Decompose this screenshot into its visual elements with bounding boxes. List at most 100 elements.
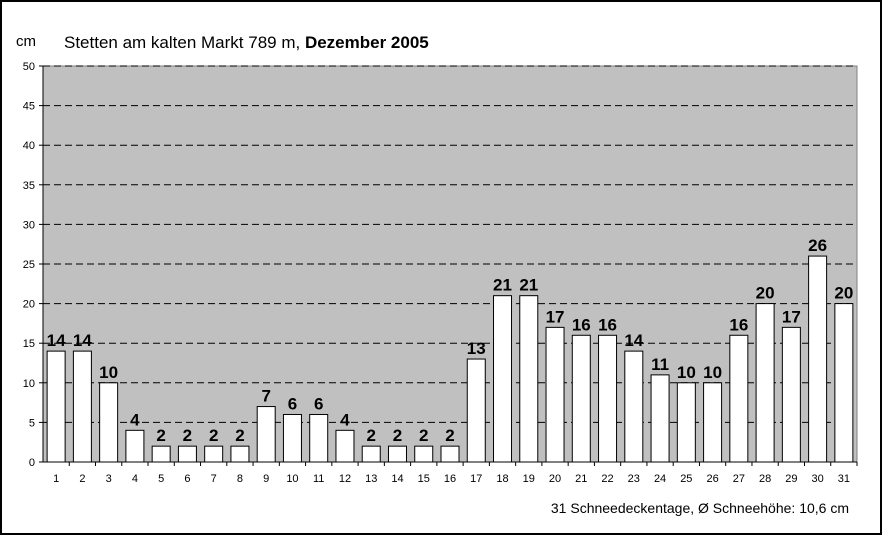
data-label: 6 (314, 394, 323, 413)
data-label: 2 (156, 426, 165, 445)
data-label: 7 (261, 387, 270, 406)
bar (72, 350, 92, 463)
y-tick-label: 5 (29, 417, 35, 429)
data-label: 17 (782, 307, 801, 326)
x-tick-label: 15 (418, 473, 430, 485)
x-tick-label: 17 (470, 473, 482, 485)
x-tick-label: 2 (79, 473, 85, 485)
data-label: 16 (572, 315, 591, 334)
x-tick-label: 30 (811, 473, 823, 485)
bar (466, 358, 486, 463)
x-tick-label: 26 (706, 473, 718, 485)
bar (440, 445, 460, 463)
data-label: 17 (546, 307, 565, 326)
y-tick-label: 30 (23, 219, 35, 231)
x-tick-label: 13 (365, 473, 377, 485)
data-label: 16 (729, 315, 748, 334)
y-tick-label: 15 (23, 338, 35, 350)
data-label: 4 (340, 410, 350, 429)
bar (387, 445, 407, 463)
data-label: 2 (419, 426, 428, 445)
data-label: 14 (624, 331, 643, 350)
y-tick-label: 40 (23, 140, 35, 152)
bar (256, 406, 276, 463)
data-label: 6 (288, 394, 297, 413)
bar (493, 295, 513, 463)
y-tick-label: 25 (23, 259, 35, 271)
x-tick-label: 9 (263, 473, 269, 485)
data-label: 10 (99, 363, 118, 382)
data-label: 2 (366, 426, 375, 445)
bar (624, 350, 644, 463)
y-tick-label: 20 (23, 299, 35, 311)
data-label: 14 (73, 331, 92, 350)
y-tick-label: 0 (29, 457, 35, 469)
bar (46, 350, 66, 463)
bar (545, 326, 565, 463)
x-tick-label: 24 (654, 473, 666, 485)
bar (335, 429, 355, 463)
bar (598, 334, 618, 463)
x-tick-label: 23 (628, 473, 640, 485)
data-label: 21 (519, 276, 538, 295)
x-tick-label: 31 (838, 473, 850, 485)
bar (519, 295, 539, 463)
bar (361, 445, 381, 463)
bar (650, 374, 670, 463)
x-tick-label: 28 (759, 473, 771, 485)
x-tick-label: 29 (785, 473, 797, 485)
data-label: 10 (677, 363, 696, 382)
x-tick-label: 5 (158, 473, 164, 485)
chart-footer: 31 Schneedeckentage, Ø Schneehöhe: 10,6 … (550, 500, 849, 516)
x-tick-label: 20 (549, 473, 561, 485)
bar (808, 255, 828, 463)
bar (230, 445, 250, 463)
x-tick-label: 8 (237, 473, 243, 485)
y-tick-label: 50 (23, 61, 35, 73)
x-tick-label: 19 (523, 473, 535, 485)
x-tick-label: 7 (211, 473, 217, 485)
bar (414, 445, 434, 463)
bar (99, 382, 119, 463)
x-tick-label: 25 (680, 473, 692, 485)
bar (781, 326, 801, 463)
bar (729, 334, 749, 463)
y-tick-label: 35 (23, 180, 35, 192)
bar (177, 445, 197, 463)
bar (571, 334, 591, 463)
x-tick-label: 22 (601, 473, 613, 485)
data-label: 26 (808, 236, 827, 255)
data-label: 4 (130, 410, 140, 429)
x-tick-label: 27 (733, 473, 745, 485)
data-label: 2 (183, 426, 192, 445)
y-axis-label: cm (16, 33, 36, 50)
data-label: 14 (47, 331, 66, 350)
y-tick-label: 45 (23, 101, 35, 113)
bar (755, 303, 775, 463)
x-tick-label: 16 (444, 473, 456, 485)
data-label: 20 (834, 284, 853, 303)
data-label: 11 (651, 355, 669, 374)
data-label: 21 (493, 276, 512, 295)
x-tick-label: 14 (391, 473, 403, 485)
bar (151, 445, 171, 463)
x-tick-label: 21 (575, 473, 587, 485)
data-label: 2 (445, 426, 454, 445)
data-label: 16 (598, 315, 617, 334)
x-tick-label: 6 (184, 473, 190, 485)
chart-title-bold: Dezember 2005 (304, 33, 429, 52)
data-label: 2 (393, 426, 402, 445)
bar (676, 382, 696, 463)
x-tick-label: 1 (53, 473, 59, 485)
bar (309, 413, 329, 463)
x-tick-label: 4 (132, 473, 138, 485)
chart-title: Stetten am kalten Markt 789 m, Dezember … (64, 33, 429, 53)
x-tick-label: 3 (106, 473, 112, 485)
bar (282, 413, 302, 463)
x-tick-label: 12 (339, 473, 351, 485)
x-tick-label: 10 (286, 473, 298, 485)
data-label: 2 (235, 426, 244, 445)
x-tick-label: 18 (496, 473, 508, 485)
